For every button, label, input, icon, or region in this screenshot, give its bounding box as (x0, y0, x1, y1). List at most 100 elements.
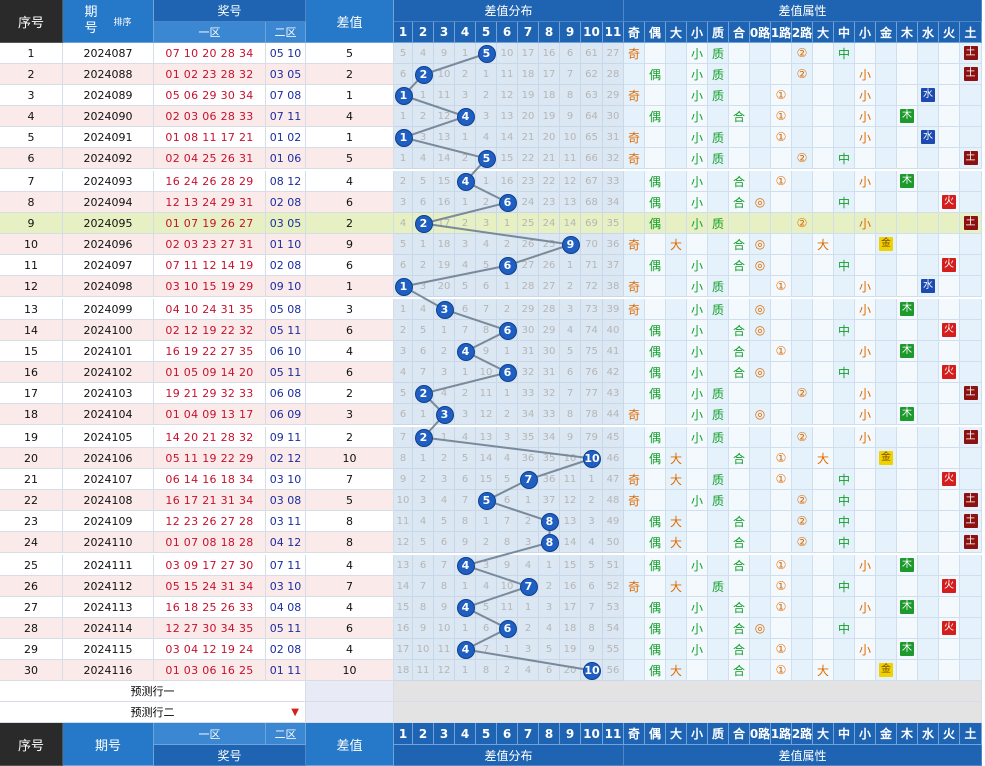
attr-cell: 偶 (645, 171, 666, 192)
attr-mark: 中 (837, 365, 850, 380)
row-period: 2024106 (63, 448, 154, 469)
attr-mark: 土 (963, 493, 978, 507)
dist-cell: 1 (394, 299, 413, 320)
attr-cell: 中 (834, 532, 855, 553)
attr-cell (708, 639, 729, 660)
attr-cell (918, 192, 939, 213)
row-zone2: 06 10 (266, 341, 306, 362)
attr-cell (771, 362, 792, 383)
footer-dist-col-7: 7 (518, 723, 539, 745)
dist-cell: 5 (455, 276, 476, 297)
attr-cell (729, 213, 750, 234)
attr-mark: 偶 (648, 663, 661, 678)
dist-cell: 4 (560, 320, 581, 341)
attr-cell (729, 299, 750, 320)
attr-cell: 小 (687, 148, 708, 169)
attr-mark: ① (775, 344, 787, 358)
attr-cell (960, 85, 982, 106)
attr-cell (855, 448, 876, 469)
attr-mark: 奇 (627, 88, 640, 103)
row-zone1: 19 21 29 32 33 (154, 383, 266, 404)
attr-cell: 小 (855, 299, 876, 320)
row-diff: 6 (306, 255, 394, 276)
dist-cell: 1 (434, 320, 455, 341)
dist-cell: 32 (603, 148, 624, 169)
attr-cell (645, 490, 666, 511)
attr-cell: 大 (666, 532, 687, 553)
attr-cell: 质 (708, 469, 729, 490)
attr-mark: 奇 (627, 46, 640, 61)
attr-mark: ② (796, 493, 808, 507)
attr-cell: 奇 (624, 404, 645, 425)
attr-cell: 合 (729, 532, 750, 553)
header-period-top: 期 (84, 5, 98, 20)
row-period: 2024087 (63, 43, 154, 64)
attr-cell (624, 383, 645, 404)
dist-cell: 18 (518, 64, 539, 85)
dist-cell: 4 (476, 127, 497, 148)
diff-ball: 9 (561, 235, 580, 254)
footer-dist-col-11: 11 (603, 723, 624, 745)
dist-cell: 65 (581, 127, 603, 148)
attr-mark: 水 (921, 279, 935, 293)
attr-mark: ② (796, 535, 808, 549)
dist-cell: 72 (581, 276, 603, 297)
diff-ball: 4 (456, 556, 475, 575)
attr-cell (792, 299, 813, 320)
footer-attr-col-11: 中 (834, 723, 855, 745)
attr-mark: 奇 (627, 302, 640, 317)
attr-cell: 奇 (624, 276, 645, 297)
dist-cell: 56 (603, 660, 624, 681)
dist-cell: 1 (413, 85, 434, 106)
attr-cell (750, 532, 771, 553)
diff-ball: 1 (394, 86, 413, 105)
row-seq: 15 (0, 341, 63, 362)
row-zone1: 01 03 06 16 25 (154, 660, 266, 681)
dist-cell: 31 (603, 127, 624, 148)
row-seq: 27 (0, 597, 63, 618)
dist-cell: 8 (413, 597, 434, 618)
footer-attr-col-7: 0路 (750, 723, 771, 745)
sort-button[interactable]: 排序 (113, 17, 132, 28)
attr-cell: 合 (729, 511, 750, 532)
dist-col-1: 1 (394, 22, 413, 43)
attr-cell (876, 299, 897, 320)
attr-cell: 合 (729, 234, 750, 255)
attr-cell (897, 192, 918, 213)
attr-cell: 小 (855, 383, 876, 404)
dist-cell: 11 (560, 148, 581, 169)
footer-attr-col-8: 1路 (771, 723, 792, 745)
attr-cell (708, 255, 729, 276)
attr-cell (771, 43, 792, 64)
attr-cell (876, 192, 897, 213)
attr-cell: 偶 (645, 660, 666, 681)
header-diff: 差值 (306, 0, 394, 43)
dist-cell: 24 (518, 192, 539, 213)
attr-cell (918, 404, 939, 425)
attr-cell: 金 (876, 660, 897, 681)
dist-col-8: 8 (539, 22, 560, 43)
attr-cell (624, 320, 645, 341)
attr-cell (855, 148, 876, 169)
attr-cell (960, 234, 982, 255)
attr-cell: ◎ (750, 192, 771, 213)
dist-cell: 3 (476, 555, 497, 576)
attr-cell: 小 (687, 320, 708, 341)
attr-cell (792, 85, 813, 106)
attr-cell: 大 (666, 469, 687, 490)
row-zone1: 07 10 20 28 34 (154, 43, 266, 64)
dist-cell: 22 (518, 148, 539, 169)
row-zone2: 07 08 (266, 85, 306, 106)
attr-cell: 中 (834, 192, 855, 213)
footer-attr-col-15: 水 (918, 723, 939, 745)
dist-cell: 17 (518, 43, 539, 64)
attr-cell (918, 320, 939, 341)
row-period: 2024096 (63, 234, 154, 255)
dropdown-arrow-icon[interactable]: ▼ (291, 706, 299, 718)
row-seq: 21 (0, 469, 63, 490)
attr-cell: 小 (855, 106, 876, 127)
attr-mark: 木 (900, 407, 914, 421)
dist-cell: 2 (539, 576, 560, 597)
attr-cell: 偶 (645, 192, 666, 213)
attr-mark: 大 (669, 472, 682, 487)
